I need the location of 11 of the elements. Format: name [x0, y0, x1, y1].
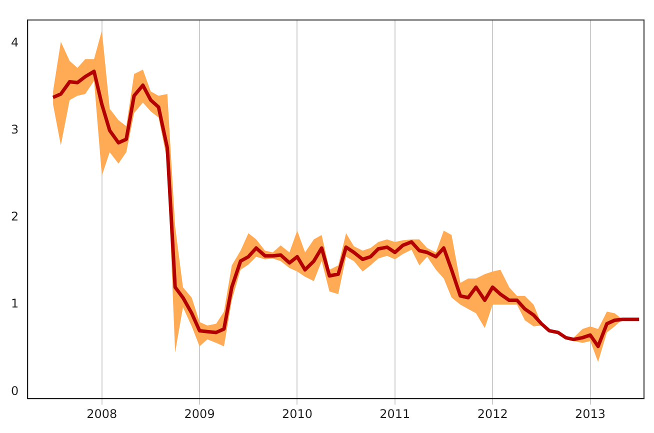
y-tick-label: 4 — [10, 36, 19, 50]
y-tick-label: 0 — [10, 384, 19, 398]
y-tick-label: 2 — [10, 210, 19, 224]
x-tick-label: 2012 — [477, 406, 508, 421]
y-tick-label: 3 — [10, 122, 19, 137]
x-tick-label: 2009 — [184, 406, 215, 421]
x-tick-label: 2013 — [575, 406, 606, 421]
x-tick-label: 2008 — [86, 406, 118, 421]
x-tick-label: 2010 — [282, 406, 313, 421]
x-tick-label: 2011 — [380, 406, 410, 421]
y-tick-label: 1 — [10, 296, 19, 311]
